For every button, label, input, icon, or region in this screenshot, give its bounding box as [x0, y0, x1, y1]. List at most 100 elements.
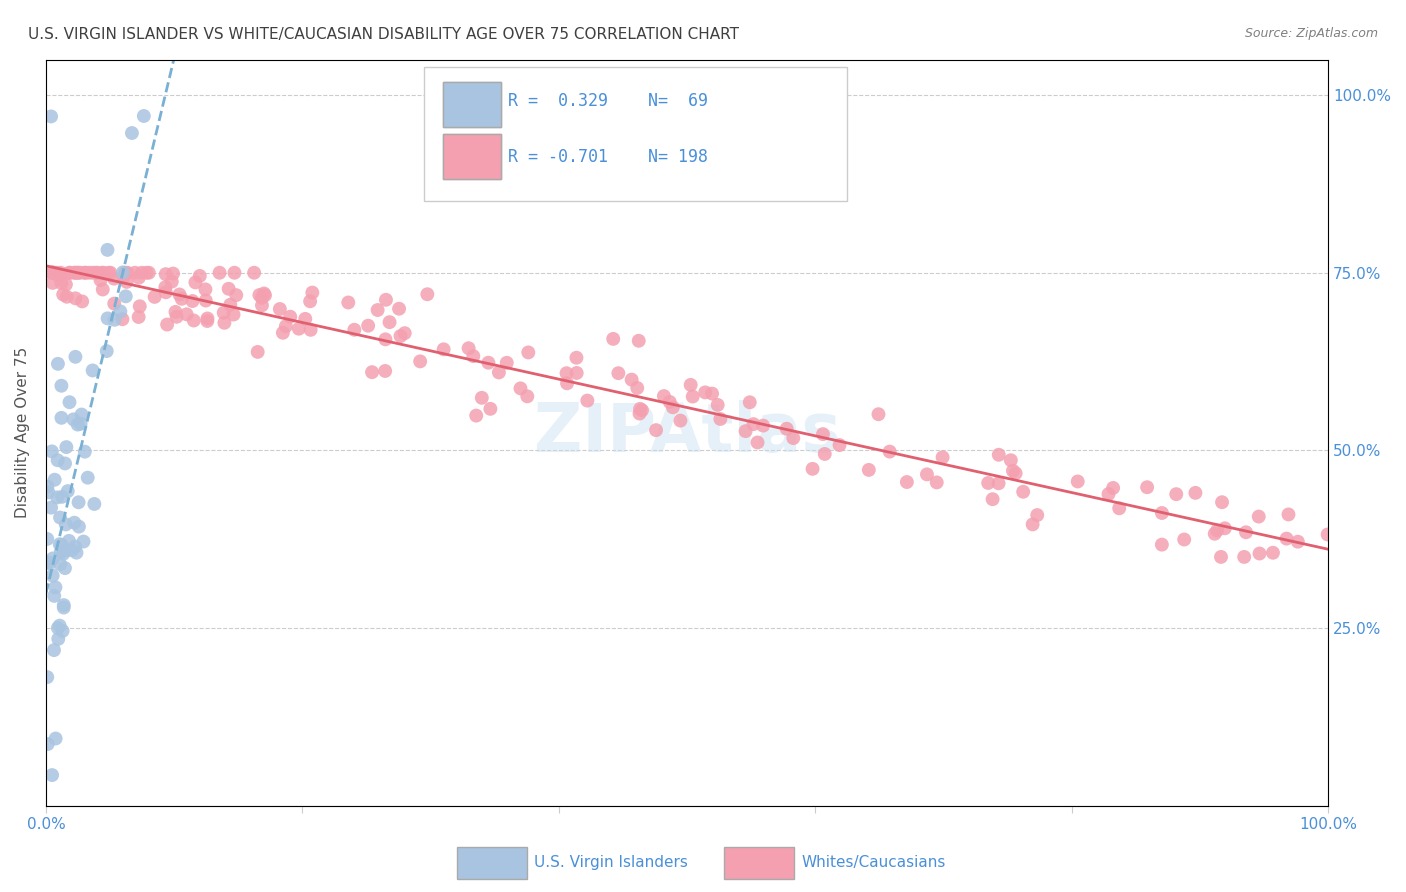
- Point: [374, 364, 396, 378]
- Point: [114, 289, 136, 303]
- Point: [208, 266, 231, 280]
- Point: [828, 438, 851, 452]
- Point: [44, 589, 66, 603]
- Point: [409, 354, 432, 368]
- Point: [925, 475, 948, 490]
- Point: [222, 308, 245, 322]
- Point: [669, 414, 692, 428]
- Point: [299, 323, 322, 337]
- Point: [388, 301, 411, 316]
- Point: [747, 435, 769, 450]
- Point: [75, 266, 97, 280]
- Point: [1012, 484, 1035, 499]
- Point: [53, 561, 76, 575]
- Point: [879, 444, 901, 458]
- Point: [73, 266, 96, 280]
- Point: [868, 407, 890, 421]
- Point: [91, 266, 114, 280]
- Point: [41, 266, 63, 280]
- Point: [103, 271, 125, 285]
- Point: [44, 473, 66, 487]
- Point: [658, 395, 681, 409]
- Point: [1184, 486, 1206, 500]
- Point: [52, 547, 75, 561]
- Point: [814, 447, 837, 461]
- Point: [253, 286, 276, 301]
- Point: [977, 475, 1000, 490]
- Point: [471, 391, 494, 405]
- Point: [378, 315, 401, 329]
- Point: [112, 270, 135, 285]
- Point: [1004, 467, 1026, 481]
- Point: [801, 462, 824, 476]
- Point: [65, 266, 87, 280]
- Point: [195, 314, 218, 328]
- Point: [1234, 525, 1257, 540]
- Point: [645, 423, 668, 437]
- Point: [169, 287, 191, 301]
- Point: [495, 356, 517, 370]
- Point: [114, 267, 136, 281]
- Point: [65, 291, 87, 305]
- Point: [1108, 501, 1130, 516]
- Point: [367, 303, 389, 318]
- Point: [214, 316, 236, 330]
- Point: [55, 440, 77, 454]
- Point: [1001, 464, 1024, 478]
- Point: [166, 310, 188, 324]
- Point: [91, 266, 114, 280]
- Point: [987, 476, 1010, 491]
- Point: [218, 282, 240, 296]
- Point: [1150, 506, 1173, 520]
- Point: [52, 624, 75, 638]
- Point: [288, 321, 311, 335]
- Point: [389, 329, 412, 343]
- Point: [82, 266, 104, 280]
- Point: [1249, 547, 1271, 561]
- Point: [46, 491, 69, 505]
- Point: [1209, 549, 1232, 564]
- Point: [679, 377, 702, 392]
- Point: [253, 288, 276, 302]
- Point: [48, 537, 70, 551]
- Point: [45, 266, 67, 280]
- Point: [1102, 481, 1125, 495]
- Text: Whites/Caucasians: Whites/Caucasians: [801, 855, 946, 870]
- Point: [90, 273, 112, 287]
- Point: [53, 457, 76, 471]
- Point: [565, 351, 588, 365]
- Point: [82, 363, 104, 377]
- Point: [1286, 534, 1309, 549]
- Point: [628, 401, 651, 416]
- Point: [67, 519, 90, 533]
- Point: [51, 490, 73, 504]
- Point: [41, 768, 63, 782]
- Point: [1021, 517, 1043, 532]
- Point: [42, 643, 65, 657]
- Point: [96, 243, 118, 257]
- Point: [51, 378, 73, 392]
- Point: [56, 484, 79, 499]
- Point: [58, 533, 80, 548]
- Point: [343, 323, 366, 337]
- Point: [931, 450, 953, 465]
- Point: [631, 403, 654, 417]
- Point: [51, 276, 73, 290]
- Point: [170, 292, 193, 306]
- Point: [135, 266, 157, 280]
- Point: [72, 534, 94, 549]
- Point: [700, 386, 723, 401]
- Point: [776, 422, 799, 436]
- Point: [53, 543, 76, 558]
- Point: [143, 290, 166, 304]
- Point: [176, 307, 198, 321]
- Point: [162, 267, 184, 281]
- Point: [41, 266, 63, 280]
- Point: [55, 277, 77, 292]
- Point: [160, 275, 183, 289]
- Point: [219, 298, 242, 312]
- Point: [49, 557, 72, 571]
- FancyBboxPatch shape: [443, 134, 501, 179]
- Point: [37, 479, 59, 493]
- Point: [86, 266, 108, 280]
